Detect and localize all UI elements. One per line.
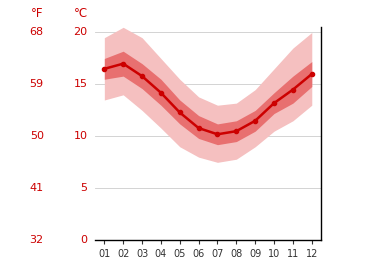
Text: 20: 20 (73, 28, 88, 37)
Text: 0: 0 (81, 235, 88, 245)
Text: 59: 59 (30, 79, 44, 90)
Text: °C: °C (73, 7, 88, 20)
Text: 41: 41 (30, 183, 44, 193)
Text: 10: 10 (74, 131, 88, 141)
Text: 5: 5 (81, 183, 88, 193)
Text: 32: 32 (30, 235, 44, 245)
Text: 68: 68 (30, 28, 44, 37)
Text: °F: °F (31, 7, 44, 20)
Text: 50: 50 (30, 131, 44, 141)
Text: 15: 15 (74, 79, 88, 90)
